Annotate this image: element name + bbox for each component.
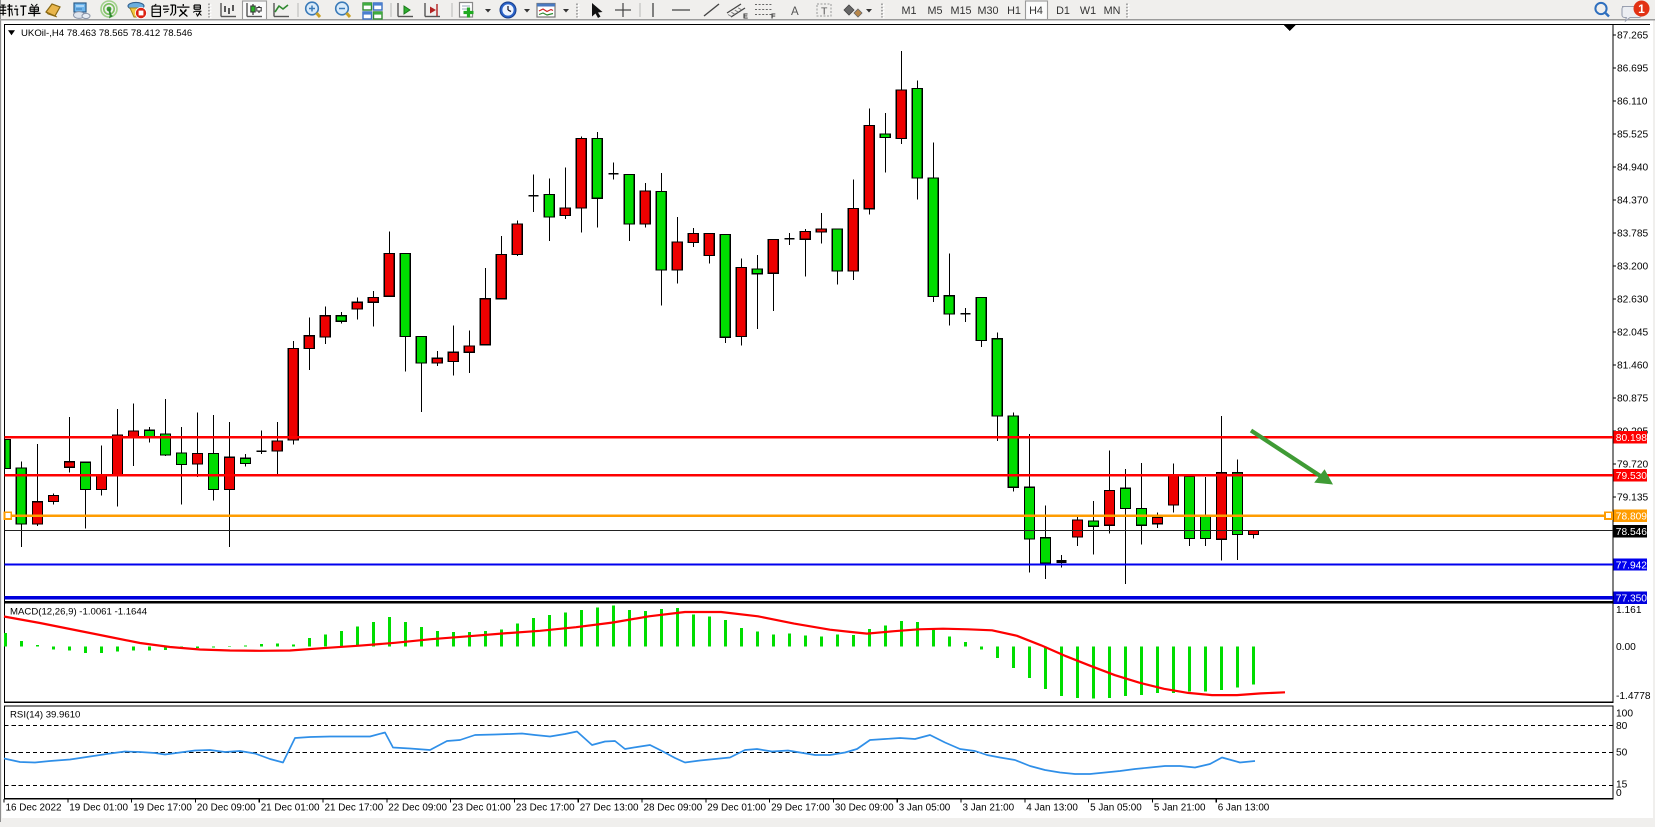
svg-text:0: 0 <box>1616 788 1622 799</box>
svg-text:21 Dec 17:00: 21 Dec 17:00 <box>325 803 384 814</box>
svg-text:79.530: 79.530 <box>1616 471 1647 482</box>
svg-text:RSI(14) 39.9610: RSI(14) 39.9610 <box>10 710 80 721</box>
svg-text:3 Jan 05:00: 3 Jan 05:00 <box>899 803 951 814</box>
svg-text:80.198: 80.198 <box>1616 433 1647 444</box>
svg-text:27 Dec 13:00: 27 Dec 13:00 <box>580 803 639 814</box>
svg-text:30 Dec 09:00: 30 Dec 09:00 <box>835 803 894 814</box>
svg-text:UKOil-,H4 78.463 78.565 78.41: UKOil-,H4 78.463 78.565 78.412 78.546 <box>21 28 192 39</box>
svg-text:84.370: 84.370 <box>1617 196 1648 207</box>
svg-text:T: T <box>821 6 828 18</box>
svg-text:82.045: 82.045 <box>1617 328 1648 339</box>
svg-text:1.161: 1.161 <box>1616 605 1642 616</box>
svg-text:M5: M5 <box>928 5 943 17</box>
svg-text:83.200: 83.200 <box>1617 262 1648 273</box>
svg-text:M1: M1 <box>902 5 917 17</box>
svg-text:86.695: 86.695 <box>1617 64 1648 75</box>
svg-text:77.350: 77.350 <box>1616 594 1647 605</box>
svg-text:MACD(12,26,9) -1.0061 -1.1644: MACD(12,26,9) -1.0061 -1.1644 <box>10 607 148 618</box>
svg-text:85.525: 85.525 <box>1617 130 1648 141</box>
svg-text:-1.4778: -1.4778 <box>1616 691 1651 702</box>
svg-text:5 Jan 05:00: 5 Jan 05:00 <box>1090 803 1142 814</box>
svg-text:28 Dec 09:00: 28 Dec 09:00 <box>644 803 703 814</box>
svg-text:3 Jan 21:00: 3 Jan 21:00 <box>963 803 1015 814</box>
svg-text:F: F <box>771 12 776 21</box>
svg-text:79.135: 79.135 <box>1617 493 1648 504</box>
svg-text:23 Dec 17:00: 23 Dec 17:00 <box>516 803 575 814</box>
svg-text:100: 100 <box>1616 709 1633 720</box>
svg-text:D1: D1 <box>1056 5 1070 17</box>
svg-text:4 Jan 13:00: 4 Jan 13:00 <box>1026 803 1078 814</box>
svg-text:82.630: 82.630 <box>1617 295 1648 306</box>
svg-text:29 Dec 01:00: 29 Dec 01:00 <box>707 803 766 814</box>
svg-text:77.942: 77.942 <box>1616 560 1647 571</box>
svg-text:29 Dec 17:00: 29 Dec 17:00 <box>771 803 830 814</box>
svg-text:21 Dec 01:00: 21 Dec 01:00 <box>261 803 320 814</box>
svg-text:1: 1 <box>1638 2 1645 16</box>
svg-text:22 Dec 09:00: 22 Dec 09:00 <box>388 803 447 814</box>
svg-text:78.546: 78.546 <box>1616 527 1647 538</box>
svg-text:H4: H4 <box>1029 5 1043 17</box>
svg-text:5 Jan 21:00: 5 Jan 21:00 <box>1154 803 1206 814</box>
svg-text:M15: M15 <box>950 5 971 17</box>
svg-text:80.875: 80.875 <box>1617 394 1648 405</box>
svg-text:78.809: 78.809 <box>1616 512 1647 523</box>
svg-text:20 Dec 09:00: 20 Dec 09:00 <box>197 803 256 814</box>
svg-text:81.460: 81.460 <box>1617 361 1648 372</box>
svg-text:19 Dec 01:00: 19 Dec 01:00 <box>69 803 128 814</box>
svg-text:15: 15 <box>1616 780 1628 791</box>
svg-text:0.00: 0.00 <box>1616 642 1636 653</box>
svg-text:87.265: 87.265 <box>1617 31 1648 42</box>
svg-text:E: E <box>743 12 748 21</box>
svg-text:6 Jan 13:00: 6 Jan 13:00 <box>1218 803 1270 814</box>
svg-text:16 Dec 2022: 16 Dec 2022 <box>6 803 62 814</box>
svg-text:84.940: 84.940 <box>1617 163 1648 174</box>
svg-text:86.110: 86.110 <box>1617 97 1648 108</box>
svg-text:19 Dec 17:00: 19 Dec 17:00 <box>133 803 192 814</box>
svg-text:83.785: 83.785 <box>1617 229 1648 240</box>
svg-text:A: A <box>791 6 799 18</box>
svg-text:MN: MN <box>1104 5 1121 17</box>
svg-text:H1: H1 <box>1007 5 1021 17</box>
svg-text:50: 50 <box>1616 748 1628 759</box>
svg-text:80: 80 <box>1616 721 1628 732</box>
svg-text:79.720: 79.720 <box>1617 460 1648 471</box>
svg-text:M30: M30 <box>977 5 998 17</box>
svg-text:W1: W1 <box>1080 5 1096 17</box>
svg-text:23 Dec 01:00: 23 Dec 01:00 <box>452 803 511 814</box>
